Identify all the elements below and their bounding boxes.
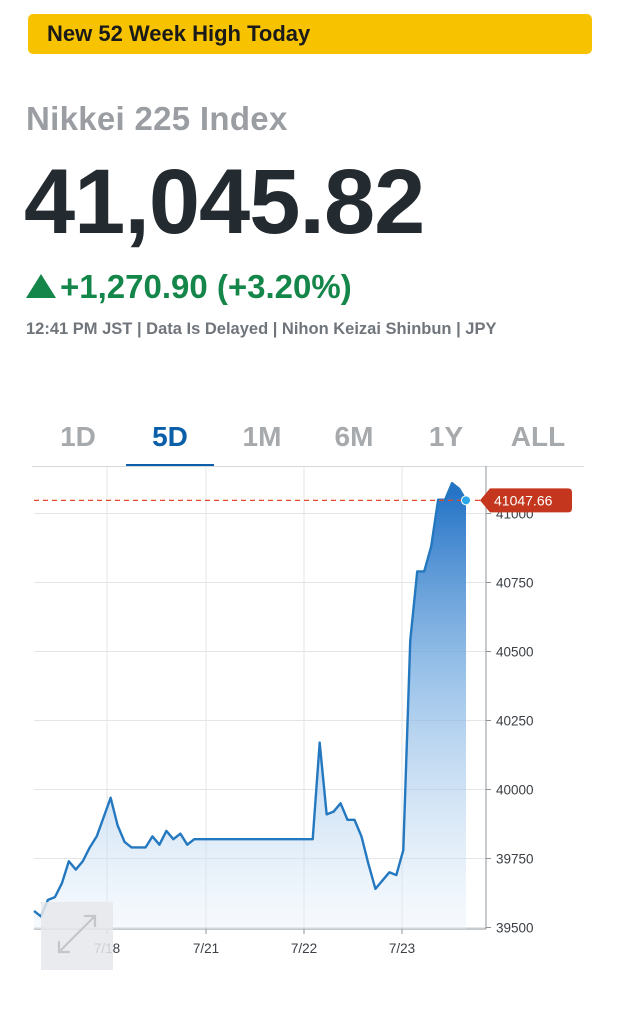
- y-tick-label: 39500: [496, 921, 534, 936]
- last-value-tag: [480, 488, 572, 513]
- up-arrow-icon: [26, 274, 56, 298]
- time-range-tabs: 1D 5D 1M 6M 1Y ALL: [32, 414, 584, 466]
- x-tick-label: 7/21: [193, 941, 219, 956]
- x-tick-label: 7/23: [389, 941, 415, 956]
- last-value-label: 41047.66: [494, 492, 553, 508]
- price-change: +1,270.90 (+3.20%): [26, 266, 352, 308]
- expand-arrows-icon: [57, 914, 97, 954]
- last-price: 41,045.82: [24, 151, 425, 253]
- x-tick-label: 7/22: [291, 941, 317, 956]
- expand-chart-button[interactable]: [41, 902, 113, 970]
- series-line: [33, 481, 468, 918]
- tab-1d[interactable]: 1D: [60, 421, 96, 452]
- tab-5d[interactable]: 5D: [124, 414, 216, 466]
- last-value-point: [461, 495, 471, 506]
- y-tick-label: 40000: [496, 783, 534, 798]
- series-area: [34, 483, 466, 929]
- y-tick-label: 40750: [496, 576, 534, 591]
- tab-all[interactable]: ALL: [510, 421, 566, 452]
- tab-1m[interactable]: 1M: [242, 421, 282, 452]
- index-name: Nikkei 225 Index: [26, 100, 288, 137]
- new-52-week-high-banner: New 52 Week High Today: [28, 14, 592, 54]
- quote-meta: 12:41 PM JST | Data Is Delayed | Nihon K…: [26, 320, 497, 338]
- y-tick-label: 40250: [496, 714, 534, 729]
- y-tick-label: 39750: [496, 852, 534, 867]
- tab-6m[interactable]: 6M: [334, 421, 374, 452]
- price-chart[interactable]: 395003975040000402504050040750410007/187…: [0, 466, 617, 986]
- tab-1y[interactable]: 1Y: [428, 421, 464, 452]
- price-change-text: +1,270.90 (+3.20%): [60, 268, 352, 305]
- y-tick-label: 40500: [496, 645, 534, 660]
